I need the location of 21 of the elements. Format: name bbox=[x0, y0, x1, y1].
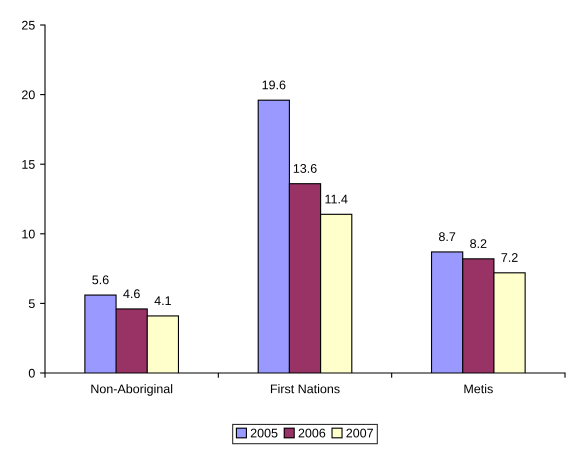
y-tick-label: 15 bbox=[22, 160, 35, 169]
data-label: 19.6 bbox=[262, 80, 286, 90]
data-label: 8.7 bbox=[438, 232, 456, 242]
legend-label: 2007 bbox=[346, 428, 373, 438]
data-label: 5.6 bbox=[92, 275, 109, 284]
data-label: 13.6 bbox=[294, 164, 317, 173]
legend-label: 2006 bbox=[298, 428, 326, 438]
x-tick-label: Non-Aboriginal bbox=[91, 384, 172, 396]
y-tick-label: 20 bbox=[22, 90, 35, 100]
data-label: 4.6 bbox=[123, 289, 140, 298]
data-label: 7.2 bbox=[501, 253, 518, 262]
data-label: 11.4 bbox=[325, 194, 348, 204]
x-tick-label: Metis bbox=[464, 384, 493, 394]
legend-label: 2005 bbox=[250, 428, 278, 438]
y-tick-label: 5 bbox=[28, 299, 35, 308]
y-tick-label: 25 bbox=[22, 20, 35, 30]
x-tick-label: First Nations bbox=[270, 384, 340, 394]
data-label: 8.2 bbox=[470, 239, 486, 248]
y-tick-label: 10 bbox=[22, 230, 35, 238]
data-label: 4.1 bbox=[154, 296, 171, 305]
y-tick-label: 0 bbox=[28, 368, 35, 378]
